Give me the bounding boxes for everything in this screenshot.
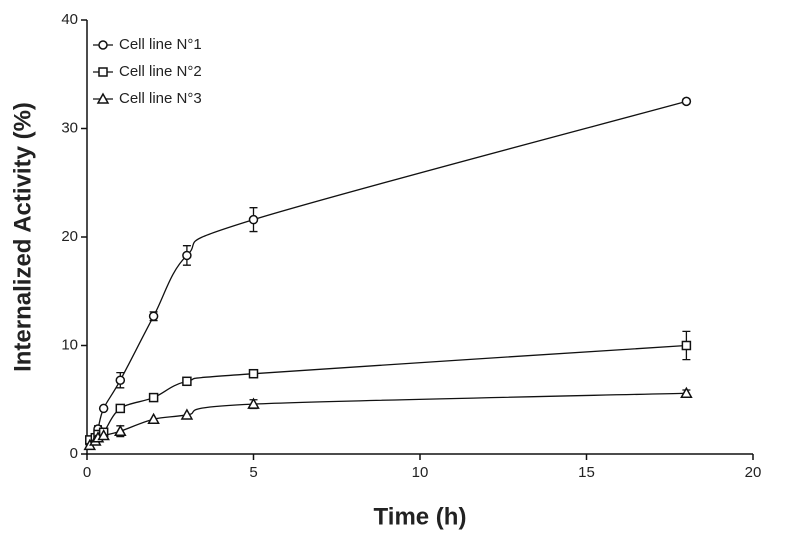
legend-marker (98, 67, 108, 77)
y-tick-label: 20 (61, 228, 78, 245)
y-tick-label: 0 (70, 445, 78, 462)
x-tick-label: 20 (745, 464, 762, 481)
x-tick-label: 15 (578, 464, 595, 481)
legend-label: Cell line N°1 (119, 36, 202, 53)
x-tick-label: 10 (412, 464, 429, 481)
marker (148, 392, 159, 403)
legend-marker (98, 40, 108, 50)
y-tick-label: 40 (61, 11, 78, 28)
y-tick-label: 10 (61, 336, 78, 353)
marker (148, 311, 159, 321)
marker (680, 386, 693, 398)
marker (114, 424, 127, 436)
marker (248, 214, 259, 225)
y-axis-title: Internalized Activity (%) (9, 102, 36, 372)
line (89, 392, 687, 446)
marker (147, 412, 160, 425)
x-tick-label: 5 (249, 464, 257, 481)
legend-label: Cell line N°3 (119, 90, 202, 107)
marker (115, 403, 126, 414)
marker (681, 340, 692, 351)
legend-label: Cell line N°2 (119, 63, 202, 80)
marker (98, 403, 109, 414)
x-axis-title: Time (h) (374, 503, 467, 530)
x-tick-label: 0 (83, 464, 91, 481)
marker (247, 397, 260, 409)
marker (248, 368, 259, 379)
marker (182, 250, 192, 261)
y-tick-label: 30 (61, 119, 78, 136)
marker (97, 429, 110, 441)
line (89, 100, 687, 444)
marker (681, 96, 692, 107)
marker (115, 375, 126, 385)
line (89, 344, 687, 441)
legend-marker (96, 92, 110, 104)
marker (182, 376, 192, 387)
marker (180, 408, 194, 420)
